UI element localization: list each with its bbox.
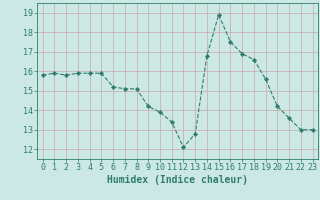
X-axis label: Humidex (Indice chaleur): Humidex (Indice chaleur) (107, 175, 248, 185)
